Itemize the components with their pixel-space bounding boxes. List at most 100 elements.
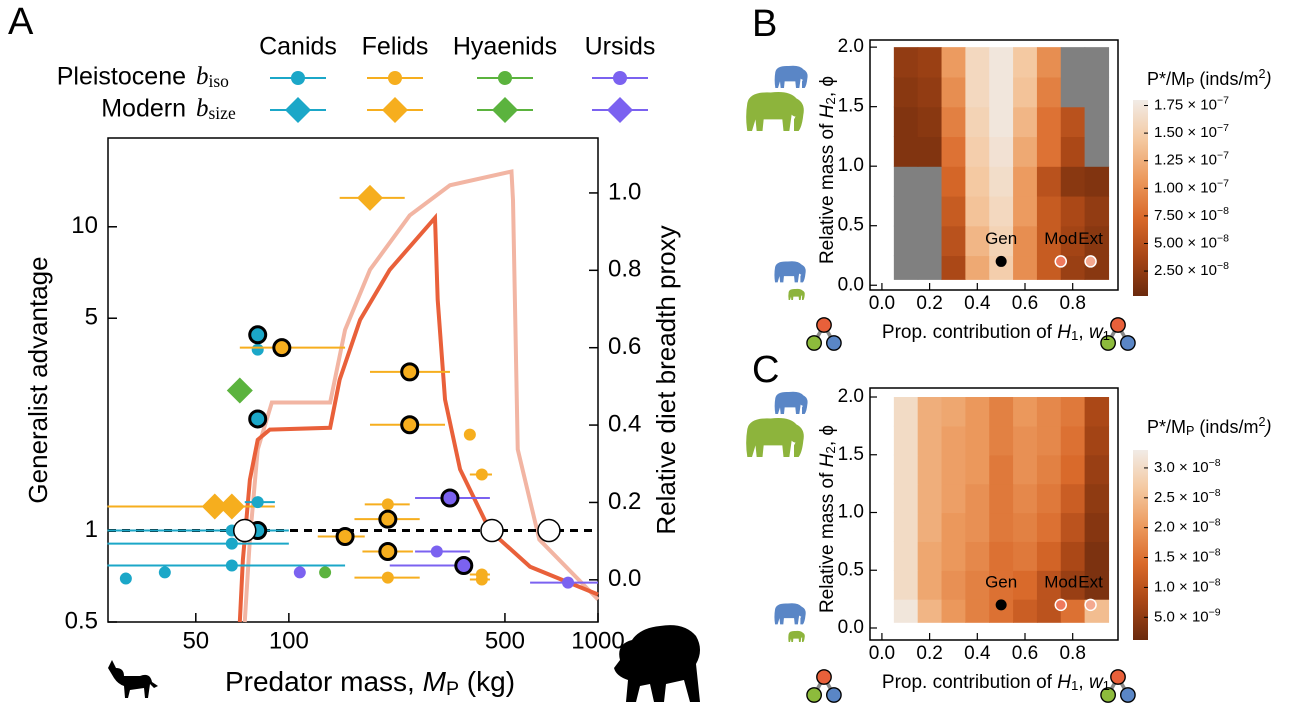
herbivore-icon xyxy=(774,603,806,625)
tick-exponent: −8 xyxy=(1209,547,1221,559)
heat-cell xyxy=(941,541,966,571)
legend-row-symbol-part: b xyxy=(196,95,209,122)
tick-mantissa: 2.50 × 10 xyxy=(1154,262,1217,279)
x-axis-label-sub: 1 xyxy=(1103,328,1110,343)
legend-marker xyxy=(492,97,518,123)
legend-row-label: Modern xyxy=(101,95,186,123)
heat-cell xyxy=(893,106,919,138)
colorbar-title-sub: P xyxy=(1186,424,1194,438)
heat-cell xyxy=(965,255,990,280)
x-axis-label: Prop. contribution of H1, w1 xyxy=(882,672,1110,693)
network-icon xyxy=(806,668,842,704)
heat-cell xyxy=(1036,166,1062,197)
heat-cell xyxy=(917,541,943,571)
x-axis-label-part: , xyxy=(1078,672,1089,693)
y-axis-label: Relative mass of H2, ϕ xyxy=(817,425,838,613)
heat-cell xyxy=(941,570,966,600)
heat-cell xyxy=(989,106,1014,138)
heat-cell xyxy=(917,570,943,600)
heat-cell xyxy=(989,599,1014,623)
colorbar-title-sub: P xyxy=(1186,76,1194,90)
tick-mantissa: 7.50 × 10 xyxy=(1154,207,1217,224)
heat-cell xyxy=(989,76,1014,108)
heat-cell xyxy=(1060,425,1086,456)
colorbar-tick-label: 5.00 × 10−8 xyxy=(1154,233,1229,252)
legend-column: Hyaenids xyxy=(453,33,557,61)
legend-marker xyxy=(291,71,305,85)
x-axis-label-part: w xyxy=(1089,672,1104,693)
colorbar-title-part: P*/M xyxy=(1147,69,1186,89)
x-tick-label: 1000 xyxy=(571,627,624,654)
x-tick-label: 50 xyxy=(182,627,209,654)
heat-cell xyxy=(1036,76,1062,108)
heat-cell xyxy=(1084,570,1110,600)
heat-cell xyxy=(1036,397,1062,427)
legend-marker xyxy=(285,97,311,123)
plot-frame xyxy=(869,39,1119,291)
y-axis-label: Generalist advantage xyxy=(23,256,53,503)
y-tick-label: 1.0 xyxy=(838,502,864,523)
heat-cell xyxy=(1013,166,1038,197)
colorbar xyxy=(1133,450,1148,640)
heat-cell xyxy=(1013,599,1038,623)
data-point xyxy=(454,556,474,576)
heat-cell xyxy=(1060,136,1086,167)
heat-cell xyxy=(1036,106,1062,138)
y-tick-label: 0.5 xyxy=(65,607,98,634)
data-point xyxy=(158,566,171,579)
heat-cell xyxy=(989,225,1014,257)
heat-cell xyxy=(893,397,919,427)
heat-cell xyxy=(989,195,1014,227)
heat-cell xyxy=(917,599,943,623)
heat-cell xyxy=(1036,195,1062,227)
data-point xyxy=(225,559,238,572)
legend-marker xyxy=(613,71,627,85)
x-tick-label: 100 xyxy=(269,627,309,654)
herbivore-icon xyxy=(788,630,805,642)
tick-exponent: −8 xyxy=(1217,260,1229,272)
heat-cell xyxy=(965,195,990,227)
data-point xyxy=(440,488,460,508)
heat-cell xyxy=(941,255,966,280)
heat-cell xyxy=(893,425,919,456)
herbivore-icon xyxy=(746,91,804,131)
colorbar-tick-label: 3.0 × 10−8 xyxy=(1154,457,1221,476)
x-axis-label-part: Predator mass, xyxy=(225,666,423,697)
heat-cell xyxy=(1084,425,1110,456)
heat-cell xyxy=(917,106,943,138)
heat-cell xyxy=(1013,397,1038,427)
data-point xyxy=(378,542,398,562)
heat-cell xyxy=(965,225,990,257)
data-point xyxy=(251,496,264,509)
colorbar-title-part: P*/M xyxy=(1147,417,1186,437)
heat-cell xyxy=(1084,166,1110,197)
heat-cell xyxy=(989,166,1014,197)
y-axis-label-sub: 2 xyxy=(823,97,838,104)
heat-cell xyxy=(893,225,919,257)
x-tick-label: 0.0 xyxy=(869,293,895,314)
heat-cell xyxy=(917,47,943,78)
heat-cell xyxy=(1060,541,1086,571)
heat-cell xyxy=(941,76,966,108)
heat-cell xyxy=(989,512,1014,542)
heat-cell xyxy=(1084,47,1110,78)
x-tick-label: 0.2 xyxy=(916,293,942,314)
tick-exponent: −8 xyxy=(1209,577,1221,589)
data-point xyxy=(381,571,394,584)
tick-exponent: −7 xyxy=(1217,95,1229,107)
data-point xyxy=(225,537,238,550)
y2-tick-label: 0.8 xyxy=(608,256,641,283)
heat-cell xyxy=(1060,570,1086,600)
cat-icon xyxy=(108,660,158,698)
tick-exponent: −9 xyxy=(1209,607,1221,619)
y-tick-label: 2.0 xyxy=(838,386,864,407)
heat-cell xyxy=(1084,225,1110,257)
colorbar-tick-label: 1.50 × 10−7 xyxy=(1154,122,1229,141)
heat-cell xyxy=(1036,512,1062,542)
tick-exponent: −8 xyxy=(1217,233,1229,245)
panel-label: C xyxy=(752,349,779,391)
y2-tick-label: 0.4 xyxy=(608,410,641,437)
tick-mantissa: 5.00 × 10 xyxy=(1154,234,1217,251)
heat-cell xyxy=(989,483,1014,514)
heat-cell xyxy=(965,76,990,108)
